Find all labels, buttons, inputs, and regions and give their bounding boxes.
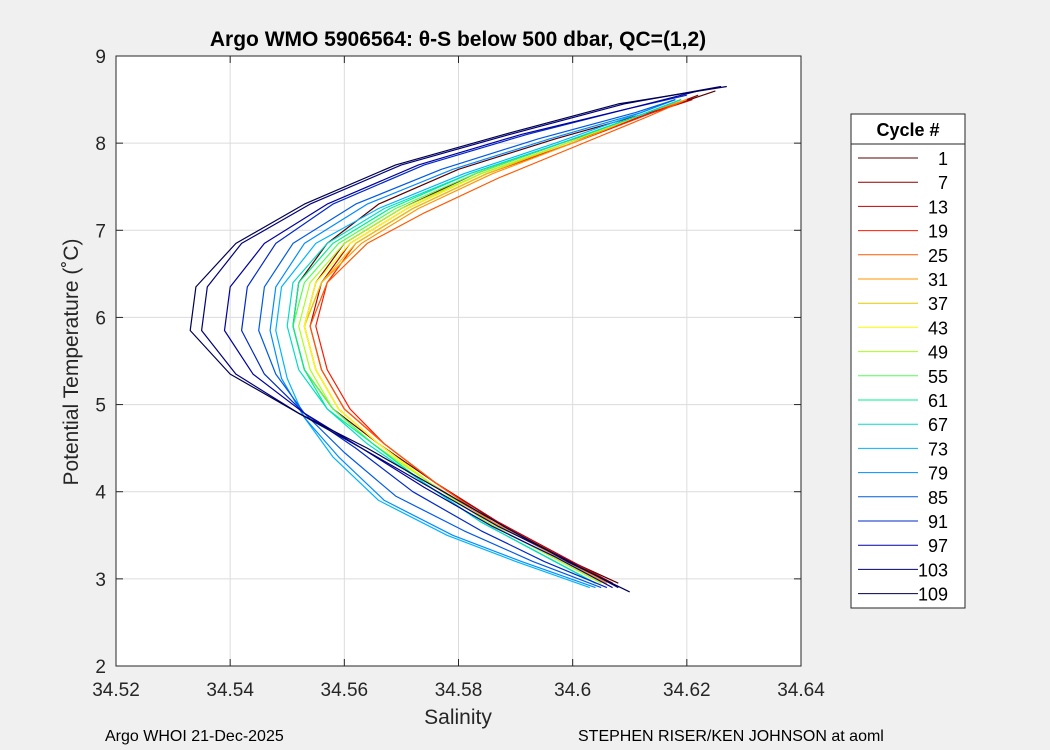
legend-label-cycle-31: 31 bbox=[928, 270, 948, 290]
series-line-cycle-85 bbox=[258, 99, 676, 589]
series-line-cycle-73 bbox=[275, 99, 676, 589]
tick-marks bbox=[115, 55, 802, 667]
legend-label-cycle-19: 19 bbox=[928, 222, 948, 242]
footer-left: Argo WHOI 21-Dec-2025 bbox=[105, 728, 284, 745]
x-tick-label: 34.56 bbox=[321, 680, 369, 701]
legend-label-cycle-25: 25 bbox=[928, 246, 948, 266]
footer-right: STEPHEN RISER/KEN JOHNSON at aoml bbox=[578, 728, 884, 745]
y-tick-label: 9 bbox=[95, 47, 106, 68]
y-tick-label: 5 bbox=[95, 396, 106, 417]
legend-label-cycle-43: 43 bbox=[928, 318, 948, 338]
y-tick-label: 7 bbox=[95, 221, 106, 242]
chart-title: Argo WMO 5906564: θ-S below 500 dbar, QC… bbox=[210, 28, 706, 51]
series-line-cycle-103 bbox=[201, 85, 722, 589]
x-tick-label: 34.6 bbox=[554, 680, 591, 701]
legend-label-cycle-97: 97 bbox=[928, 536, 948, 556]
legend: Cycle # 1 7 13 19 25 31 37 43 49 55 61 67 73 79 85 91 97… bbox=[850, 113, 966, 609]
legend-title: Cycle # bbox=[876, 120, 939, 140]
series-group bbox=[189, 85, 727, 593]
y-tick-labels: 2 3 4 5 6 7 8 9 bbox=[95, 47, 106, 678]
x-tick-label: 34.58 bbox=[435, 680, 483, 701]
legend-label-cycle-79: 79 bbox=[928, 464, 948, 484]
x-axis-label: Salinity bbox=[424, 706, 492, 729]
legend-label-cycle-91: 91 bbox=[928, 512, 948, 532]
legend-label-cycle-13: 13 bbox=[928, 197, 948, 217]
x-tick-label: 34.64 bbox=[777, 680, 825, 701]
series-line-cycle-91 bbox=[241, 94, 687, 589]
series-line-cycle-79 bbox=[269, 99, 676, 589]
y-tick-label: 4 bbox=[95, 483, 106, 504]
legend-label-cycle-7: 7 bbox=[938, 173, 948, 193]
legend-items: 1 7 13 19 25 31 37 43 49 55 61 67 73 79 85 91 97 103 109 bbox=[858, 149, 948, 605]
legend-label-cycle-55: 55 bbox=[928, 367, 948, 387]
y-tick-label: 3 bbox=[95, 570, 106, 591]
legend-label-cycle-109: 109 bbox=[918, 585, 948, 605]
y-tick-label: 6 bbox=[95, 308, 106, 329]
legend-label-cycle-61: 61 bbox=[928, 391, 948, 411]
x-tick-labels: 34.52 34.54 34.56 34.58 34.6 34.62 34.64 bbox=[92, 680, 825, 701]
legend-label-cycle-1: 1 bbox=[938, 149, 948, 169]
plot-area bbox=[115, 55, 802, 667]
legend-label-cycle-67: 67 bbox=[928, 415, 948, 435]
series-line-cycle-97 bbox=[223, 90, 699, 589]
y-tick-label: 2 bbox=[95, 657, 106, 678]
legend-label-cycle-37: 37 bbox=[928, 294, 948, 314]
series-line-cycle-109 bbox=[189, 85, 727, 593]
y-tick-label: 8 bbox=[95, 134, 106, 155]
x-tick-label: 34.54 bbox=[206, 680, 254, 701]
legend-label-cycle-85: 85 bbox=[928, 488, 948, 508]
legend-label-cycle-49: 49 bbox=[928, 343, 948, 363]
legend-label-cycle-103: 103 bbox=[918, 560, 948, 580]
legend-label-cycle-73: 73 bbox=[928, 439, 948, 459]
x-tick-label: 34.62 bbox=[663, 680, 711, 701]
legend-box bbox=[850, 113, 966, 609]
x-tick-label: 34.52 bbox=[92, 680, 140, 701]
y-axis-label: Potential Temperature (˚C) bbox=[60, 238, 83, 485]
